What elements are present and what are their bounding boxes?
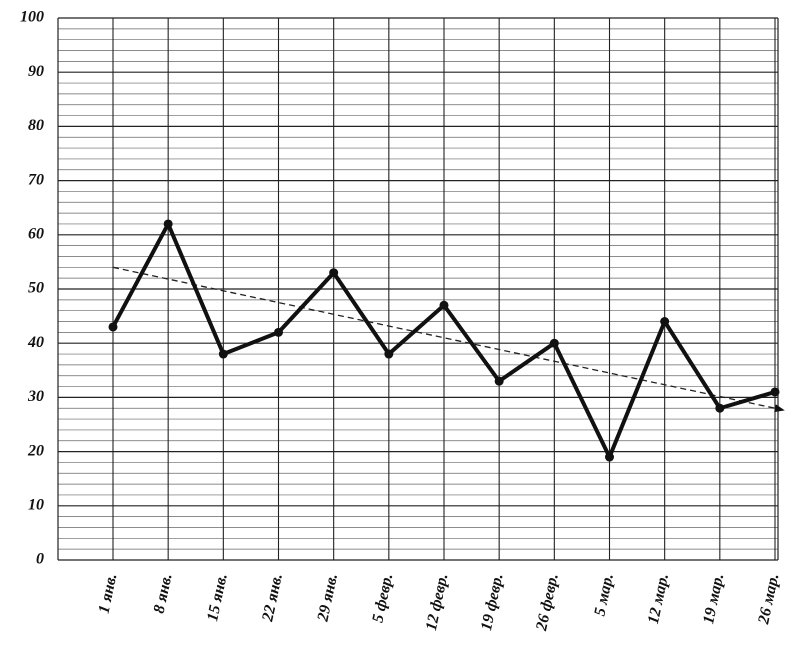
x-tick-label: 26 февр. xyxy=(533,572,562,633)
x-tick-label: 5 мар. xyxy=(591,572,617,618)
x-tick-label: 8 янв. xyxy=(151,572,176,615)
data-point xyxy=(329,268,339,278)
x-tick-label: 15 янв. xyxy=(204,572,231,623)
x-tick-label: 12 мар. xyxy=(645,572,672,625)
data-point xyxy=(494,376,504,386)
data-point xyxy=(605,452,614,462)
data-point xyxy=(715,403,725,413)
data-point xyxy=(549,338,559,348)
y-tick-label: 60 xyxy=(28,225,44,242)
x-tick-label: 19 мар. xyxy=(700,572,727,625)
y-tick-label: 90 xyxy=(28,63,44,80)
y-tick-label: 80 xyxy=(28,117,44,134)
y-tick-label: 10 xyxy=(28,496,44,513)
x-tick-label: 22 янв. xyxy=(259,572,286,624)
x-tick-label: 1 янв. xyxy=(96,572,121,615)
data-point xyxy=(660,317,670,327)
y-tick-label: 40 xyxy=(27,334,44,351)
x-tick-label: 5 февр. xyxy=(369,572,396,624)
y-tick-label: 70 xyxy=(28,171,44,188)
x-tick-label: 19 февр. xyxy=(478,572,507,632)
y-tick-label: 30 xyxy=(27,388,44,405)
y-tick-label: 100 xyxy=(20,9,44,26)
data-point xyxy=(384,349,394,359)
y-tick-label: 0 xyxy=(36,551,44,568)
data-point xyxy=(274,327,283,337)
y-tick-label: 50 xyxy=(28,280,44,297)
data-point xyxy=(163,219,173,229)
data-point xyxy=(439,300,449,310)
x-tick-label: 26 мар. xyxy=(755,572,782,626)
trend-line xyxy=(112,266,785,413)
data-point xyxy=(108,322,118,332)
x-tick-label: 29 янв. xyxy=(314,572,341,624)
x-tick-label: 12 февр. xyxy=(423,572,452,632)
data-point xyxy=(218,349,228,359)
data-point xyxy=(770,387,780,397)
y-tick-label: 20 xyxy=(27,442,44,459)
